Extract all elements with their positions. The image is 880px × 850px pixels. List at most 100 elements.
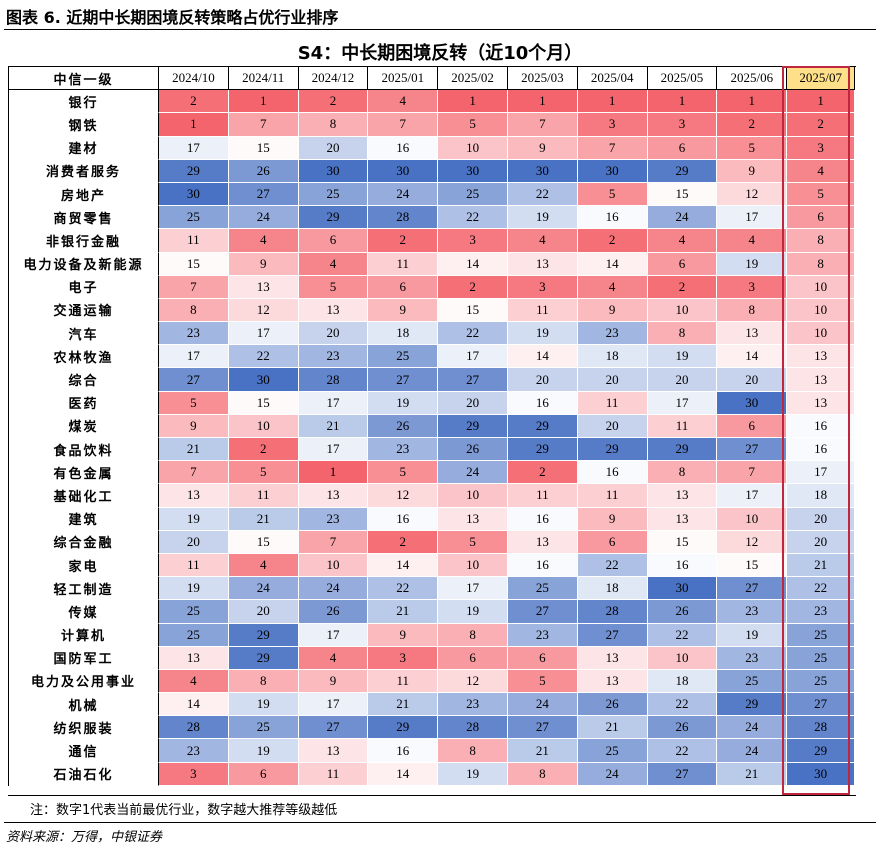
rank-cell: 3: [717, 275, 788, 299]
rank-cell: 14: [717, 345, 788, 369]
rank-cell: 24: [507, 693, 578, 717]
rank-cell: 13: [577, 669, 648, 694]
current-rank-cell: 16: [787, 414, 856, 438]
rank-cell: 11: [159, 229, 229, 253]
rank-cell: 26: [368, 414, 439, 438]
rank-cell: 21: [368, 600, 439, 624]
rank-cell: 25: [298, 182, 369, 207]
rank-cell: 19: [438, 600, 508, 624]
rank-cell: 29: [647, 159, 718, 183]
table-row: 建筑 19 21 23 16 13 16 9 13 10 20: [8, 507, 856, 531]
current-rank-cell: 8: [787, 229, 856, 253]
industry-name: 钢铁: [9, 113, 159, 137]
rank-cell: 9: [577, 298, 648, 323]
current-rank-cell: 17: [787, 461, 856, 485]
industry-column-header: 中信一级: [9, 67, 159, 91]
rank-cell: 14: [438, 252, 508, 276]
bottom-rule: [8, 795, 856, 796]
current-rank-cell: 16: [787, 438, 856, 462]
current-rank-cell: 3: [787, 136, 856, 160]
rank-cell: 22: [438, 322, 508, 346]
rank-cell: 3: [507, 275, 578, 299]
rank-cell: 8: [438, 623, 508, 647]
rank-cell: 25: [577, 739, 648, 763]
rank-cell: 9: [368, 298, 439, 323]
rank-cell: 11: [368, 669, 439, 694]
rank-cell: 7: [228, 113, 299, 137]
rank-cell: 29: [159, 159, 229, 183]
rank-cell: 6: [438, 646, 508, 670]
rank-cell: 7: [507, 113, 578, 137]
rank-cell: 2: [159, 90, 229, 114]
rank-cell: 17: [438, 577, 508, 601]
rank-cell: 28: [368, 206, 439, 230]
table-row: 基础化工 13 11 13 12 10 11 11 13 17 18: [8, 484, 856, 508]
table-row: 房地产 30 27 25 24 25 22 5 15 12 5: [8, 182, 856, 207]
table-row: 非银行金融 11 4 6 2 3 4 2 4 4 8: [8, 229, 856, 253]
current-rank-cell: 27: [787, 693, 856, 717]
rank-cell: 30: [159, 182, 229, 207]
rank-cell: 23: [717, 646, 788, 670]
rank-cell: 13: [507, 252, 578, 276]
rank-cell: 11: [507, 298, 578, 323]
rank-cell: 16: [577, 206, 648, 230]
industry-name: 电子: [9, 275, 159, 299]
rank-cell: 23: [577, 322, 648, 346]
month-header: 2025/02: [438, 67, 508, 91]
rank-cell: 9: [507, 136, 578, 160]
rank-cell: 28: [159, 716, 229, 740]
rank-cell: 9: [577, 507, 648, 531]
rank-cell: 15: [438, 298, 508, 323]
current-rank-cell: 13: [787, 368, 856, 392]
current-rank-cell: 21: [787, 553, 856, 578]
industry-name: 有色金属: [9, 461, 159, 485]
table-row: 计算机 25 29 17 9 8 23 27 22 19 25: [8, 623, 856, 647]
industry-name: 机械: [9, 693, 159, 717]
rank-cell: 23: [507, 623, 578, 647]
table-row: 机械 14 19 17 21 23 24 26 22 29 27: [8, 693, 856, 717]
rank-cell: 17: [228, 322, 299, 346]
rank-cell: 20: [647, 368, 718, 392]
rank-cell: 19: [717, 623, 788, 647]
current-rank-cell: 8: [787, 252, 856, 276]
rank-cell: 11: [577, 484, 648, 508]
table-row: 消费者服务 29 26 30 30 30 30 30 29 9 4: [8, 159, 856, 183]
current-rank-cell: 28: [787, 716, 856, 740]
table-row: 钢铁 1 7 8 7 5 7 3 3 2 2: [8, 113, 856, 137]
table-row: 交通运输 8 12 13 9 15 11 9 10 8 10: [8, 298, 856, 323]
rank-cell: 30: [507, 159, 578, 183]
rank-cell: 3: [647, 113, 718, 137]
rank-cell: 7: [298, 530, 369, 554]
rank-cell: 4: [647, 229, 718, 253]
industry-name: 电力设备及新能源: [9, 252, 159, 276]
current-rank-cell: 20: [787, 530, 856, 554]
industry-name: 银行: [9, 90, 159, 114]
rank-cell: 17: [717, 206, 788, 230]
table-row: 综合 27 30 28 27 27 20 20 20 20 13: [8, 368, 856, 392]
industry-name: 计算机: [9, 623, 159, 647]
rank-cell: 12: [717, 182, 788, 207]
rank-cell: 2: [577, 229, 648, 253]
rank-cell: 19: [647, 345, 718, 369]
table-row: 传媒 25 20 26 21 19 27 28 26 23 23: [8, 600, 856, 624]
industry-name: 轻工制造: [9, 577, 159, 601]
month-header: 2025/03: [507, 67, 578, 91]
rank-cell: 13: [159, 646, 229, 670]
current-rank-cell: 6: [787, 206, 856, 230]
industry-name: 消费者服务: [9, 159, 159, 183]
rank-cell: 3: [577, 113, 648, 137]
rank-cell: 17: [159, 345, 229, 369]
month-header: 2025/04: [577, 67, 648, 91]
rank-cell: 29: [507, 438, 578, 462]
rank-cell: 13: [507, 530, 578, 554]
rank-cell: 9: [159, 414, 229, 438]
rank-cell: 6: [298, 229, 369, 253]
rank-cell: 14: [577, 252, 648, 276]
rank-cell: 16: [507, 553, 578, 578]
rank-cell: 30: [298, 159, 369, 183]
rank-cell: 13: [298, 484, 369, 508]
rank-cell: 22: [647, 623, 718, 647]
rank-cell: 15: [717, 553, 788, 578]
top-rule: [4, 29, 876, 30]
rank-cell: 9: [717, 159, 788, 183]
